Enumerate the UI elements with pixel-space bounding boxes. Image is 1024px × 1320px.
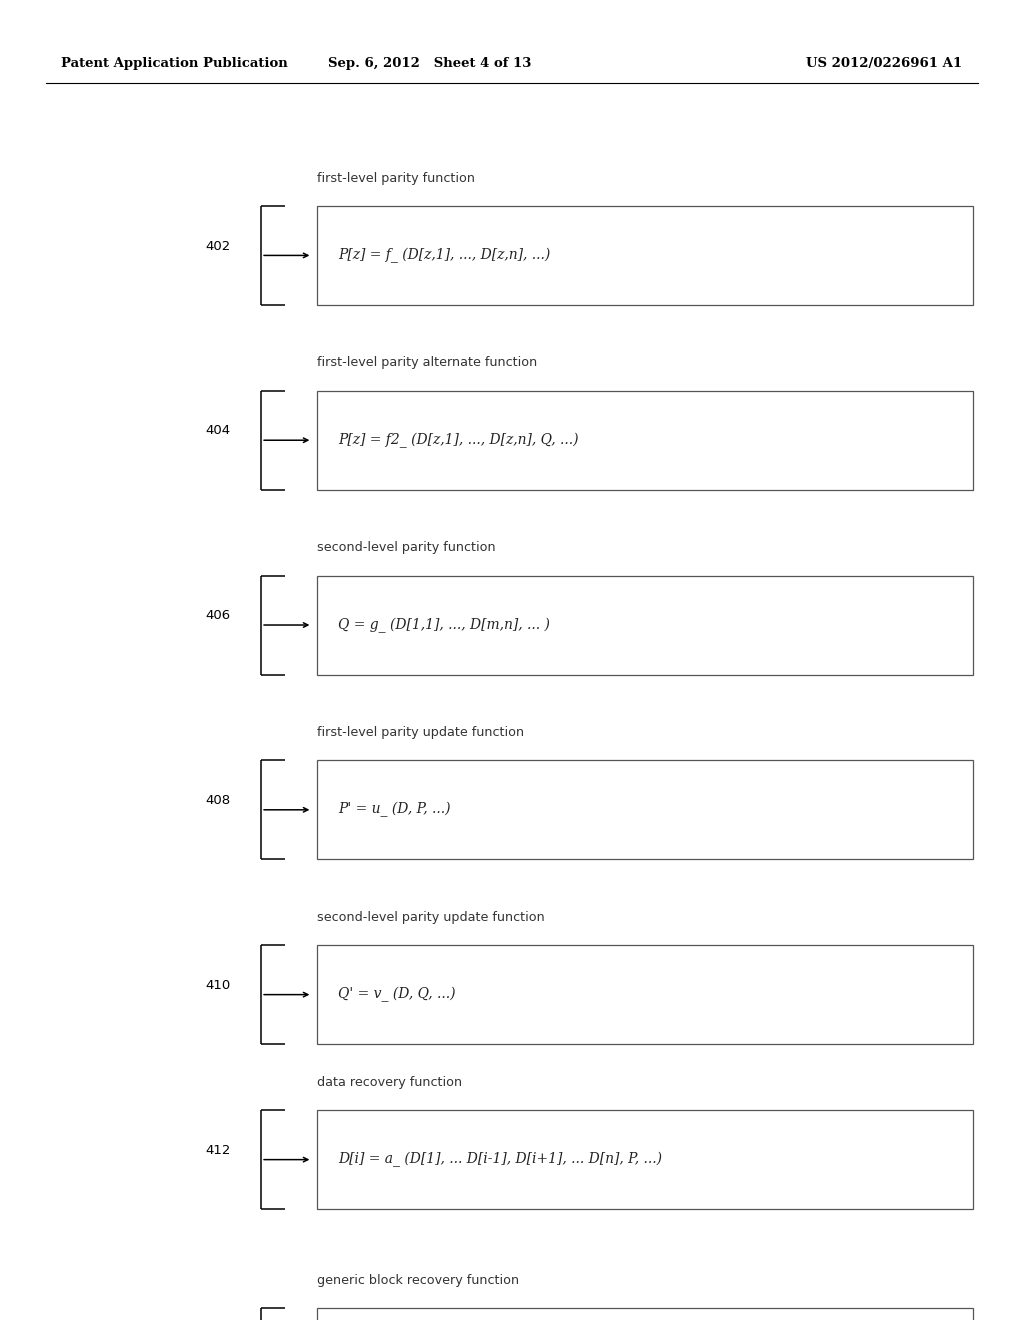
Text: P' = u_ (D, P, ...): P' = u_ (D, P, ...) xyxy=(338,803,451,817)
FancyBboxPatch shape xyxy=(317,391,973,490)
Text: second-level parity function: second-level parity function xyxy=(317,541,496,554)
Text: 408: 408 xyxy=(205,795,230,807)
Text: P[z] = f2_ (D[z,1], ..., D[z,n], Q, ...): P[z] = f2_ (D[z,1], ..., D[z,n], Q, ...) xyxy=(338,433,579,447)
Text: 406: 406 xyxy=(205,610,230,622)
Text: first-level parity update function: first-level parity update function xyxy=(317,726,524,739)
Text: Q = g_ (D[1,1], ..., D[m,n], ... ): Q = g_ (D[1,1], ..., D[m,n], ... ) xyxy=(338,618,550,632)
Text: D[i] = a_ (D[1], ... D[i-1], D[i+1], ... D[n], P, ...): D[i] = a_ (D[1], ... D[i-1], D[i+1], ...… xyxy=(338,1152,662,1167)
Text: 412: 412 xyxy=(205,1144,230,1156)
Text: 404: 404 xyxy=(205,425,230,437)
FancyBboxPatch shape xyxy=(317,576,973,675)
Text: US 2012/0226961 A1: US 2012/0226961 A1 xyxy=(807,57,963,70)
FancyBboxPatch shape xyxy=(317,760,973,859)
FancyBboxPatch shape xyxy=(317,1308,973,1320)
Text: first-level parity function: first-level parity function xyxy=(317,172,475,185)
Text: first-level parity alternate function: first-level parity alternate function xyxy=(317,356,538,370)
Text: Q' = v_ (D, Q, ...): Q' = v_ (D, Q, ...) xyxy=(338,987,456,1002)
Text: Sep. 6, 2012   Sheet 4 of 13: Sep. 6, 2012 Sheet 4 of 13 xyxy=(329,57,531,70)
FancyBboxPatch shape xyxy=(317,206,973,305)
Text: second-level parity update function: second-level parity update function xyxy=(317,911,545,924)
FancyBboxPatch shape xyxy=(317,1110,973,1209)
Text: P[z] = f_ (D[z,1], ..., D[z,n], ...): P[z] = f_ (D[z,1], ..., D[z,n], ...) xyxy=(338,248,550,263)
Text: data recovery function: data recovery function xyxy=(317,1076,463,1089)
Text: generic block recovery function: generic block recovery function xyxy=(317,1274,519,1287)
Text: 410: 410 xyxy=(205,979,230,991)
Text: Patent Application Publication: Patent Application Publication xyxy=(61,57,288,70)
FancyBboxPatch shape xyxy=(317,945,973,1044)
Text: 402: 402 xyxy=(205,240,230,252)
